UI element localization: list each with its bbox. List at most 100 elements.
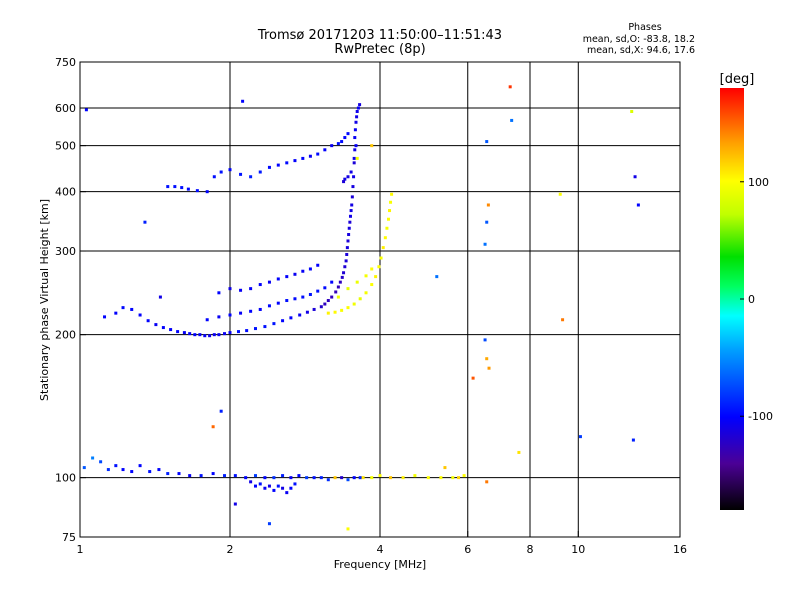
data-point — [253, 327, 257, 331]
data-point — [386, 217, 390, 221]
data-point — [121, 306, 125, 310]
data-point — [272, 322, 276, 326]
data-point — [169, 328, 173, 332]
data-point — [176, 330, 180, 334]
y-tick-label: 400 — [55, 186, 76, 199]
data-point — [285, 275, 289, 279]
data-point — [350, 195, 354, 199]
data-point — [355, 109, 359, 113]
data-point — [340, 140, 344, 144]
data-point — [114, 311, 118, 315]
data-point — [233, 502, 237, 506]
data-point — [457, 476, 461, 480]
data-point — [336, 142, 340, 146]
data-point — [199, 474, 203, 478]
data-point — [358, 103, 362, 107]
data-point — [390, 192, 394, 196]
data-point — [241, 99, 245, 103]
data-point — [578, 435, 582, 439]
data-point — [319, 476, 323, 480]
data-point — [347, 226, 351, 230]
data-point — [245, 329, 249, 333]
data-point — [297, 474, 301, 478]
data-point — [374, 275, 378, 279]
y-tick-label: 750 — [55, 56, 76, 69]
x-tick-label: 1 — [77, 543, 84, 556]
data-point — [263, 476, 267, 480]
data-point — [346, 527, 350, 531]
data-point — [354, 144, 358, 148]
data-point — [435, 275, 439, 279]
y-axis-label: Stationary phase Virtual Height [km] — [38, 199, 51, 401]
chart-subtitle: RwPretec (8p) — [334, 42, 425, 57]
data-point — [352, 476, 356, 480]
data-point — [258, 482, 262, 486]
data-point — [443, 466, 447, 470]
data-point — [217, 291, 221, 295]
data-point — [267, 165, 271, 169]
data-point — [285, 491, 289, 495]
data-point — [349, 170, 353, 174]
data-point — [413, 474, 417, 478]
colorbar-label: [deg] — [720, 72, 755, 87]
data-point — [289, 486, 293, 490]
data-point — [561, 318, 565, 322]
data-point — [267, 280, 271, 284]
data-point — [510, 118, 514, 122]
data-point — [158, 295, 162, 299]
phases-title: Phases — [628, 22, 661, 33]
data-point — [346, 132, 350, 136]
data-point — [138, 313, 142, 317]
data-point — [281, 319, 285, 323]
data-point — [385, 226, 389, 230]
data-point — [228, 313, 232, 317]
data-point — [485, 140, 489, 144]
data-point — [631, 438, 635, 442]
data-point — [82, 466, 86, 470]
data-point — [308, 292, 312, 296]
data-point — [485, 357, 489, 361]
data-point — [558, 192, 562, 196]
data-point — [253, 474, 257, 478]
colorbar-tick-label: -100 — [748, 410, 773, 423]
data-point — [346, 287, 350, 291]
data-point — [633, 175, 637, 179]
data-point — [293, 272, 297, 276]
data-point — [258, 283, 262, 287]
data-point — [208, 334, 212, 338]
data-point — [346, 175, 350, 179]
data-point — [293, 482, 297, 486]
data-point — [354, 120, 358, 124]
colorbar-tick-label: 100 — [748, 176, 769, 189]
data-point — [401, 476, 405, 480]
x-tick-label: 16 — [673, 543, 687, 556]
data-point — [353, 128, 357, 132]
chart-title: Tromsø 20171203 11:50:00–11:51:43 — [257, 28, 502, 43]
data-point — [483, 242, 487, 246]
data-point — [486, 203, 490, 207]
data-point — [349, 209, 353, 213]
data-point — [212, 175, 216, 179]
data-point — [316, 263, 320, 267]
data-point — [143, 220, 147, 224]
x-axis-label: Frequency [MHz] — [334, 558, 426, 571]
data-point — [212, 333, 216, 337]
data-point — [342, 271, 346, 275]
data-point — [343, 177, 347, 181]
data-point — [353, 136, 357, 140]
data-point — [343, 265, 347, 269]
data-point — [355, 115, 359, 119]
x-tick-label: 4 — [377, 543, 384, 556]
data-point — [166, 472, 170, 476]
data-point — [281, 474, 285, 478]
data-point — [334, 290, 338, 294]
data-point — [289, 316, 293, 320]
data-point — [223, 332, 227, 336]
data-point — [517, 450, 521, 454]
data-point — [99, 460, 103, 464]
data-point — [312, 476, 316, 480]
data-point — [219, 170, 223, 174]
data-point — [253, 484, 257, 488]
data-point — [379, 256, 383, 260]
y-tick-label: 600 — [55, 102, 76, 115]
